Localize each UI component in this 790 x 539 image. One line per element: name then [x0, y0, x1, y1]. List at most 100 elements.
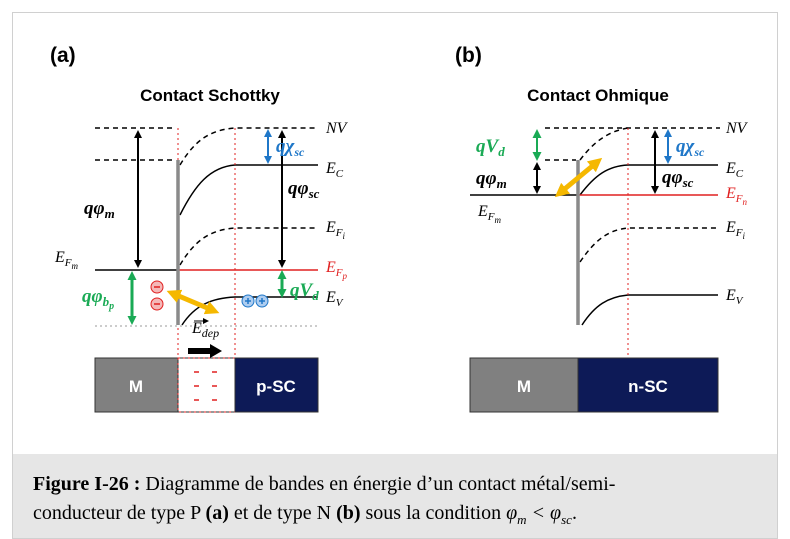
arrows-b: [532, 129, 672, 198]
label-part: F: [64, 257, 72, 269]
label: qφsc: [288, 178, 320, 201]
label: qφm: [476, 168, 507, 191]
label-part: F: [487, 211, 495, 223]
label: M: [129, 377, 143, 396]
label-part: sc: [693, 145, 705, 159]
block: [469, 357, 579, 413]
caption-text: et de type N: [228, 502, 337, 524]
block: [234, 357, 319, 413]
panel-tag: (a): [50, 44, 76, 67]
label-part: E: [725, 287, 736, 304]
label-part: E: [325, 219, 336, 236]
curve: [259, 298, 265, 304]
label-part: F: [735, 193, 743, 205]
label-part: m: [497, 176, 507, 191]
label: EFn: [725, 185, 748, 207]
caption-line: Figure I-26 : Diagramme de bandes en éne…: [33, 470, 615, 499]
curve: [194, 371, 217, 401]
label-part: F: [335, 227, 343, 239]
blocks-a: M p-SC: [94, 357, 319, 413]
curve: [579, 127, 629, 161]
labels-b: qVd qφm qχsc qφsc NV EC EFn EFm EFi EV: [476, 120, 749, 307]
caption: Figure I-26 : Diagramme de bandes en éne…: [13, 454, 777, 538]
label: qVd: [290, 280, 319, 303]
label: qχsc: [276, 136, 305, 159]
label: qφsc: [662, 167, 694, 190]
panel-title: Contact Schottky: [140, 86, 280, 105]
curve: [579, 227, 718, 263]
curve: [179, 164, 318, 216]
label-part: C: [736, 168, 744, 180]
label: qχsc: [676, 136, 705, 159]
caption-text: sous la condition: [360, 502, 507, 524]
label-part: V: [336, 297, 344, 309]
caption-label: Figure I-26 :: [33, 473, 141, 495]
label-part: i: [343, 231, 346, 241]
line: [166, 289, 220, 315]
label-part: d: [312, 288, 319, 303]
label-part: b: [103, 294, 110, 309]
label: NV: [725, 120, 749, 137]
label: NV: [325, 120, 349, 137]
bands-a: [95, 127, 320, 395]
caption-line: conducteur de type P (a) et de type N (b…: [33, 499, 577, 534]
label-part: n: [743, 197, 748, 207]
label: EFm: [477, 203, 502, 225]
blocks-b: M n-SC: [469, 357, 719, 413]
curve: [179, 127, 318, 166]
label-part: m: [495, 215, 502, 225]
element: φ: [550, 502, 562, 524]
label-part: F: [335, 267, 343, 279]
element: m: [517, 512, 527, 527]
label-part: E: [325, 289, 336, 306]
caption-text: Diagramme de bandes en énergie d’un cont…: [140, 473, 616, 495]
element: <: [526, 502, 551, 524]
label-part: sc: [682, 175, 694, 190]
label-part: E: [725, 219, 736, 236]
caption-text: .: [571, 502, 577, 524]
label: EFp: [325, 259, 348, 281]
block: [177, 357, 236, 413]
label-part: E: [191, 320, 202, 337]
curve: [579, 164, 718, 196]
block: [577, 357, 719, 413]
label-part: E: [477, 203, 488, 220]
label: EV: [325, 289, 344, 309]
label: EC: [325, 160, 344, 180]
label: n-SC: [628, 377, 668, 396]
label-part: E: [325, 259, 336, 276]
label-part: V: [736, 295, 744, 307]
label-part: qφ: [288, 178, 309, 199]
block: [177, 357, 236, 413]
line: [554, 157, 603, 198]
label-part: qφ: [476, 168, 497, 189]
label: qφbp: [82, 286, 114, 312]
caption-math: φm < φsc: [506, 502, 572, 527]
label-part: F: [735, 227, 743, 239]
labels-a: NV EC EFi EFp EV EFm qφm qφsc qχsc qφbp …: [54, 120, 349, 340]
curve: [245, 298, 251, 304]
caption-text: conducteur de type P: [33, 502, 206, 524]
label-part: p: [108, 301, 114, 312]
label: qφm: [84, 198, 115, 221]
arrows-a: [127, 129, 287, 358]
label-part: E: [725, 160, 736, 177]
label-part: qV: [290, 280, 314, 301]
label-part: E: [325, 160, 336, 177]
curve: [581, 294, 718, 326]
label: EFm: [54, 249, 79, 271]
label-part: d: [498, 144, 505, 159]
label-part: qφ: [84, 198, 105, 219]
label-part: E: [725, 185, 736, 202]
label-part: qφ: [662, 167, 683, 188]
label-part: qχ: [276, 136, 296, 157]
label: EFi: [725, 219, 746, 241]
curve: [179, 227, 318, 266]
label-part: m: [105, 206, 115, 221]
label: EFi: [325, 219, 346, 241]
caption-ref: (b): [336, 502, 361, 524]
label-part: C: [336, 168, 344, 180]
label-part: i: [743, 231, 746, 241]
